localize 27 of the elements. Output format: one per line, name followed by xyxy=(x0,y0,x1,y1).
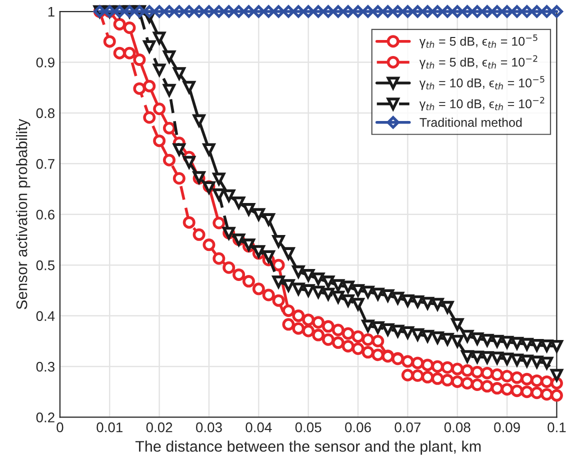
y-tick-label: 0.6 xyxy=(36,210,54,220)
x-tick-label: 0.01 xyxy=(96,422,122,432)
x-axis-title: The distance between the sensor and the plant, km xyxy=(135,440,481,455)
y-tick-label: 0.5 xyxy=(36,260,55,270)
x-tick-label: 0.09 xyxy=(494,422,520,432)
y-tick-label: 0.3 xyxy=(36,362,54,372)
x-tick-label: 0.07 xyxy=(394,422,421,432)
legend-label: γ$_{th}$ = 5 dB, ϵ$_{th}$ = 10$^{−2}$ xyxy=(419,55,538,70)
x-tick-label: 0.1 xyxy=(548,422,566,432)
x-tick-label: 0 xyxy=(56,422,64,432)
y-tick-label: 0.7 xyxy=(36,158,54,169)
legend-label: γ$_{th}$ = 10 dB, ϵ$_{th}$ = 10$^{−5}$ xyxy=(419,76,544,90)
x-tick-label: 0.03 xyxy=(196,422,222,432)
y-tick-label: 0.4 xyxy=(36,311,55,321)
legend-label: γ$_{th}$ = 10 dB, ϵ$_{th}$ = 10$^{−2}$ xyxy=(419,96,544,111)
x-tick-label: 0.04 xyxy=(246,422,272,432)
x-tick-label: 0.05 xyxy=(295,422,322,432)
y-tick-label: 0.2 xyxy=(36,412,54,422)
legend-label: γ$_{th}$ = 5 dB, ϵ$_{th}$ = 10$^{−5}$ xyxy=(419,34,538,48)
legend-label: Traditional method xyxy=(420,118,522,127)
x-tick-label: 0.08 xyxy=(444,422,470,432)
y-tick-label: 0.8 xyxy=(36,108,54,118)
x-tick-label: 0.06 xyxy=(345,422,371,432)
x-tick-label: 0.02 xyxy=(146,422,172,432)
y-tick-label: 1 xyxy=(48,7,54,17)
y-axis-title: Sensor activation probability xyxy=(16,118,30,310)
y-tick-label: 0.9 xyxy=(36,58,54,68)
